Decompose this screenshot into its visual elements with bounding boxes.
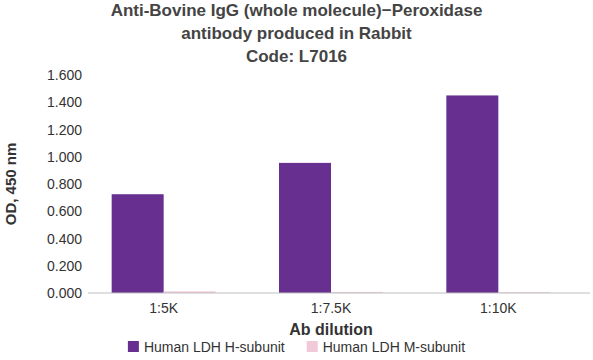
bar [279,163,331,293]
category-label: 1:7.5K [311,300,352,316]
bars [112,95,551,293]
tick-mark [84,156,88,157]
tick-mark [84,75,88,76]
tick-mark [84,238,88,239]
title: Anti-Bovine IgG (whole molecule)−Peroxid… [111,1,483,43]
tick-mark [84,129,88,130]
tick-label: 1.000 [47,149,82,165]
tick-mark [84,265,88,266]
tick-mark [84,184,88,185]
tick-label: 0.000 [47,285,82,301]
category-label: 1:5K [149,300,178,316]
y-axis-label: OD, 450 nm [2,143,19,226]
legend-swatch [128,341,139,352]
chart: Anti-Bovine IgG (whole molecule)−Peroxid… [0,0,593,360]
legend-label: Human LDH H-subunit [144,339,285,355]
tick-mark [84,102,88,103]
tick-label: 0.200 [47,258,82,274]
bar [446,95,498,293]
tick-label: 0.800 [47,176,82,192]
legend: Human LDH H-subunit Human LDH M-subunit [128,339,465,355]
tick-label: 0.400 [47,231,82,247]
tick-label: 1.200 [47,122,82,138]
tick-mark [84,293,88,294]
category-label: 1:10K [480,300,517,316]
tick-label: 1.400 [47,94,82,110]
tick-label: 1.600 [47,67,82,83]
x-axis [88,293,590,294]
x-axis-label: Ab dilution [289,321,373,338]
subtitle: Code: L7016 [246,47,347,66]
bar [112,194,164,293]
tick-label: 0.600 [47,203,82,219]
legend-swatch [307,341,318,352]
tick-mark [84,211,88,212]
legend-label: Human LDH M-subunit [323,339,465,355]
